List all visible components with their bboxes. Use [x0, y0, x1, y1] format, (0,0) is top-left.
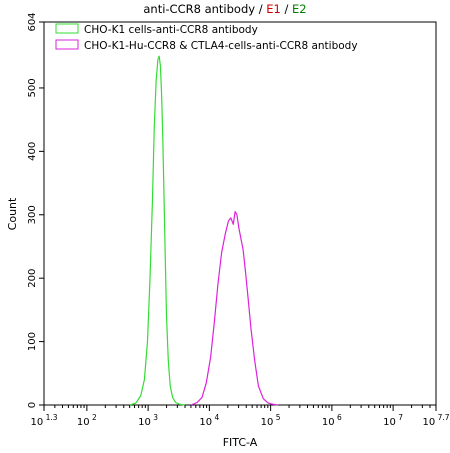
y-tick-label: 0 — [27, 402, 38, 408]
x-tick-label: 10 7.7 — [422, 413, 449, 428]
y-tick-label: 300 — [27, 205, 38, 224]
chart-title: anti-CCR8 antibody / E1 / E2 — [143, 2, 306, 16]
legend-label-series-1: CHO-K1 cells-anti-CCR8 antibody — [84, 24, 258, 36]
chart-title-e2: E2 — [292, 2, 307, 16]
y-tick-label: 500 — [27, 78, 38, 97]
chart-title-separator: / — [281, 2, 292, 16]
plot-frame — [43, 21, 437, 406]
x-tick-label: 10 3 — [138, 413, 158, 428]
plot-area — [43, 21, 437, 406]
legend: CHO-K1 cells-anti-CCR8 antibody CHO-K1-H… — [55, 23, 358, 52]
legend-label-series-2: CHO-K1-Hu-CCR8 & CTLA4-cells-anti-CCR8 a… — [84, 40, 358, 52]
x-tick-label: 10 1.3 — [30, 413, 57, 428]
y-tick-label: 400 — [27, 142, 38, 161]
x-tick-label: 10 5 — [261, 413, 281, 428]
series-layer — [129, 55, 279, 406]
x-tick-label: 10 4 — [199, 413, 219, 428]
series-line-1 — [129, 55, 185, 406]
x-axis-title: FITC-A — [223, 436, 258, 449]
x-tick-label: 10 7 — [383, 413, 403, 428]
y-tick-label: 100 — [27, 332, 38, 351]
chart-title-prefix: anti-CCR8 antibody / — [143, 2, 266, 16]
x-tick-label: 10 2 — [77, 413, 97, 428]
y-tick-label: 604 — [27, 12, 38, 31]
y-axis-title: Count — [6, 197, 19, 230]
legend-swatch-series-1 — [55, 23, 79, 34]
x-tick-label: 10 6 — [322, 413, 342, 428]
legend-swatch-series-2 — [55, 39, 79, 50]
y-tick-label: 200 — [27, 269, 38, 288]
series-line-2 — [190, 211, 279, 406]
y-axis: 0 100 200 300 400 500 604 — [27, 12, 44, 408]
chart-title-e1: E1 — [266, 2, 281, 16]
x-axis: 10 1.3 10 2 10 3 10 4 10 5 10 6 10 7 10 7.7 — [30, 405, 450, 428]
